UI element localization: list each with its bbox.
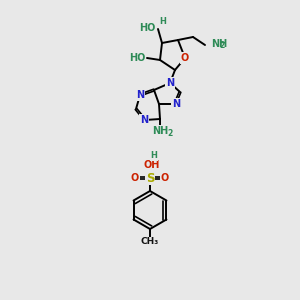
Text: NH: NH bbox=[211, 39, 227, 49]
Text: S: S bbox=[146, 172, 154, 184]
Text: N: N bbox=[172, 99, 180, 109]
Text: O: O bbox=[161, 173, 169, 183]
Text: N: N bbox=[166, 78, 174, 88]
Text: CH₃: CH₃ bbox=[141, 238, 159, 247]
Text: N: N bbox=[140, 115, 148, 125]
Text: 2: 2 bbox=[167, 128, 172, 137]
Text: O: O bbox=[131, 173, 139, 183]
Text: OH: OH bbox=[144, 160, 160, 170]
Text: 2: 2 bbox=[219, 41, 224, 50]
Text: HO: HO bbox=[139, 23, 155, 33]
Text: H: H bbox=[160, 17, 167, 26]
Text: NH: NH bbox=[152, 126, 168, 136]
Text: H: H bbox=[151, 152, 158, 160]
Text: O: O bbox=[181, 53, 189, 63]
Text: HO: HO bbox=[129, 53, 145, 63]
Text: N: N bbox=[136, 90, 144, 100]
